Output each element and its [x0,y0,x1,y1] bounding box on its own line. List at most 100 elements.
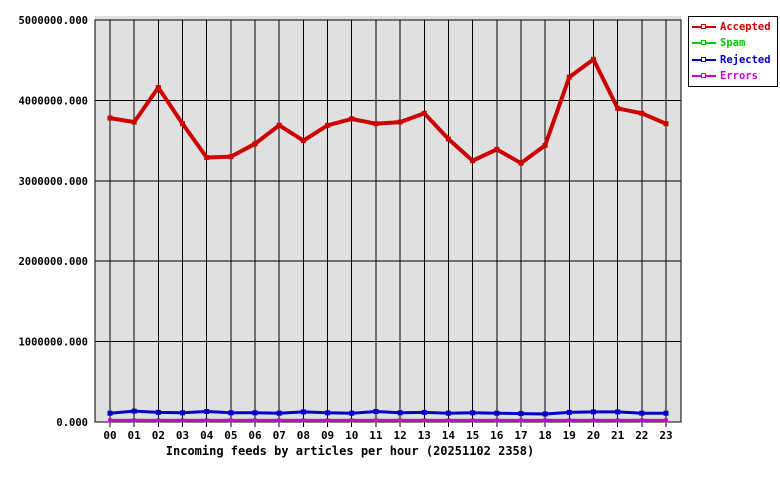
series-point-accepted [591,56,596,62]
legend-entry-accepted: Accepted [689,21,777,33]
series-point-accepted [421,110,427,116]
series-point-accepted [204,155,210,160]
series-point-errors [228,418,233,423]
legend-label-accepted: Accepted [720,21,771,34]
series-point-rejected [228,410,234,416]
series-point-accepted [349,116,355,122]
series-point-accepted [494,146,500,152]
series-point-errors [180,418,185,423]
series-point-accepted [276,122,282,128]
legend-line-sample-errors [692,72,716,78]
series-point-rejected [518,411,524,417]
x-axis-label: 06 [248,429,262,442]
series-point-errors [664,418,668,423]
series-point-accepted [131,119,137,125]
y-axis-label: 5000000.000 [18,15,88,27]
series-point-accepted [518,160,524,166]
series-point-accepted [542,142,548,148]
series-point-errors [132,418,137,423]
chart-title: Incoming feeds by articles per hour (202… [165,444,535,458]
series-point-errors [277,418,282,423]
x-axis-label: 01 [128,429,142,442]
plot-border [94,19,682,423]
x-axis-label: 22 [635,429,648,442]
series-point-rejected [470,410,476,416]
series-point-rejected [180,410,185,416]
series-point-rejected [566,409,572,415]
series-point-rejected [325,410,331,416]
series-point-errors [204,418,209,423]
series-point-rejected [494,410,500,416]
y-axis-label: 0.000 [56,417,88,429]
series-point-accepted [397,119,403,125]
x-axis-label: 05 [224,429,237,442]
x-axis-label: 04 [200,429,214,442]
x-axis-label: 12 [393,429,406,442]
x-axis-label: 09 [321,429,334,442]
y-axis-label: 3000000.000 [18,176,88,188]
series-point-errors [373,418,378,423]
series-point-rejected [615,409,621,415]
legend-square-marker-accepted [701,24,706,30]
x-axis-label: 23 [659,429,672,442]
legend-square-marker-errors [701,72,706,78]
legend-entry-errors: Errors [689,70,777,82]
series-point-rejected [445,410,451,416]
legend-label-spam: Spam [720,37,746,50]
series-line-accepted [109,56,667,166]
series-point-accepted [228,154,234,160]
legend-label-rejected: Rejected [720,53,771,66]
x-axis-label: 03 [176,429,189,442]
series-point-errors [108,418,112,423]
series-point-accepted [373,121,379,127]
x-axis-label: 00 [103,429,116,442]
x-axis-label: 13 [418,429,431,442]
series-point-accepted [300,138,306,144]
y-axis-label: 1000000.000 [18,337,88,349]
series-point-errors [325,418,330,423]
series-point-errors [519,418,523,423]
series-point-accepted [470,158,476,164]
series-point-rejected [155,409,161,415]
series-point-accepted [155,85,161,90]
legend-entry-spam: Spam [689,37,777,49]
x-axis-label: 14 [442,429,456,442]
series-point-rejected [131,408,137,414]
series-point-accepted [639,110,645,116]
legend-line-sample-rejected [692,56,716,62]
x-axis-label: 02 [152,429,165,442]
series-point-rejected [421,409,427,415]
x-axis-label: 07 [273,429,286,442]
series-point-errors [639,418,644,423]
series-point-errors [615,418,620,423]
x-axis-label: 10 [345,429,358,442]
series-point-accepted [325,122,331,128]
legend-square-marker-rejected [701,56,706,62]
legend-line-sample-accepted [692,24,716,30]
x-axis-label: 15 [466,429,479,442]
x-axis-label: 11 [369,429,383,442]
series-point-errors [591,418,596,423]
y-axis-label: 2000000.000 [18,256,88,268]
x-axis-label: 20 [587,429,600,442]
series-point-errors [567,418,572,423]
series-point-errors [494,418,499,423]
series-point-rejected [639,410,645,416]
series-point-errors [446,418,451,423]
legend-square-marker-spam [701,40,706,46]
legend-label-errors: Errors [720,69,758,82]
y-axis-label: 4000000.000 [18,95,88,107]
series-point-errors [470,418,475,423]
series-point-accepted [180,121,185,127]
series-point-accepted [107,115,113,121]
series-point-errors [156,418,161,423]
series-point-rejected [397,410,403,416]
x-axis-label: 19 [563,429,576,442]
x-axis-label: 21 [611,429,625,442]
x-axis-label: 16 [490,429,504,442]
series-point-errors [349,418,354,423]
series-point-rejected [591,409,596,415]
series-point-errors [398,418,403,423]
